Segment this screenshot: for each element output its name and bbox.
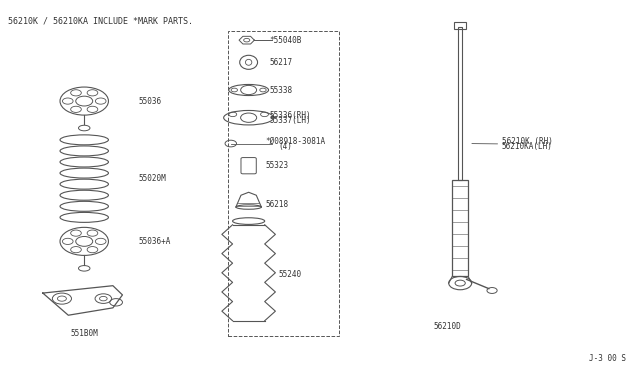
Text: 56210K / 56210KA INCLUDE *MARK PARTS.: 56210K / 56210KA INCLUDE *MARK PARTS. <box>8 16 193 25</box>
Text: 56217: 56217 <box>269 58 292 67</box>
Text: 55036+A: 55036+A <box>138 237 171 246</box>
Bar <box>454 22 466 29</box>
Text: 55337(LH): 55337(LH) <box>269 116 310 125</box>
Text: 55338: 55338 <box>269 86 292 94</box>
Text: 56210KA(LH): 56210KA(LH) <box>502 142 552 151</box>
Text: 551B0M: 551B0M <box>70 329 98 338</box>
Bar <box>458 27 462 180</box>
Text: J-3 00 S: J-3 00 S <box>589 354 626 363</box>
Text: 56218: 56218 <box>266 200 289 209</box>
Text: 56210D: 56210D <box>433 322 461 331</box>
Text: *55040B: *55040B <box>269 36 301 45</box>
Text: 55336(RH): 55336(RH) <box>269 110 310 120</box>
Bar <box>452 180 468 276</box>
Text: 55240: 55240 <box>278 270 301 279</box>
Text: 55036: 55036 <box>138 97 161 106</box>
Text: (4): (4) <box>278 142 292 151</box>
Text: 55020M: 55020M <box>138 174 166 183</box>
Text: *Ø08918-3081A: *Ø08918-3081A <box>266 137 326 145</box>
Text: 56210K (RH): 56210K (RH) <box>502 137 552 146</box>
Text: 55323: 55323 <box>266 161 289 170</box>
